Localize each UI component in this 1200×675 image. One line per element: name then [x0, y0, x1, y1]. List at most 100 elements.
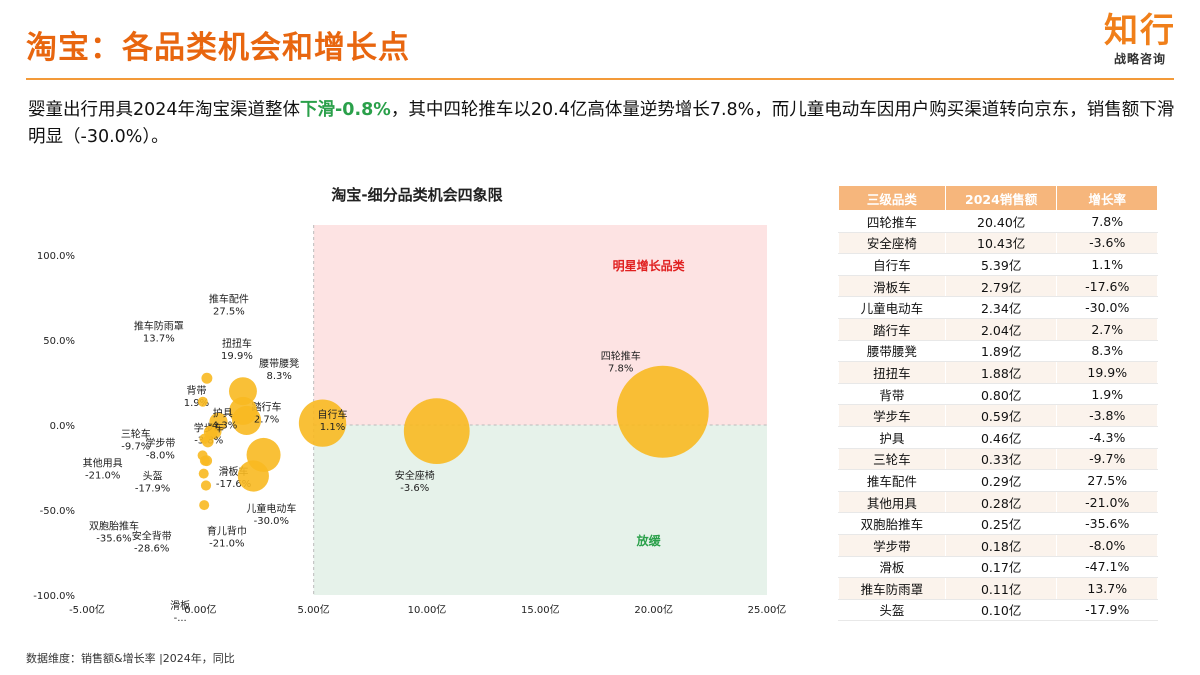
sales-cell: 0.46亿: [944, 425, 1058, 449]
bubble-point: [616, 365, 709, 458]
growth-cell: -35.6%: [1056, 512, 1158, 535]
growth-cell: -4.3%: [1056, 425, 1158, 449]
slow-quadrant: [313, 425, 767, 595]
bubble-value-label: 19.9%: [221, 351, 253, 362]
category-cell: 四轮推车: [838, 210, 946, 233]
bubble-point: [403, 398, 470, 465]
table-header-sales: 2024销售额: [944, 185, 1058, 211]
bubble-value-label: 27.5%: [213, 306, 245, 317]
table-row: 儿童电动车 2.34亿 -30.0%: [838, 296, 1158, 319]
bubble-value-label: -3.6%: [400, 483, 429, 494]
y-tick-label: -50.0%: [40, 506, 75, 517]
sales-cell: 2.79亿: [944, 274, 1058, 298]
table-row: 推车配件 0.29亿 27.5%: [838, 469, 1158, 492]
table-row: 自行车 5.39亿 1.1%: [838, 253, 1158, 276]
table-row: 其他用具 0.28亿 -21.0%: [838, 490, 1158, 514]
table-header-growth: 增长率: [1056, 185, 1158, 211]
sales-cell: 0.25亿: [944, 512, 1058, 535]
page-title: 淘宝：各品类机会和增长点: [26, 30, 410, 66]
table-row: 三轮车 0.33亿 -9.7%: [838, 447, 1158, 471]
bubble-point: [228, 377, 257, 406]
bubble-value-label: 1.1%: [320, 422, 345, 433]
brand-logo: 知行 战略咨询: [1104, 12, 1176, 67]
category-cell: 护具: [838, 425, 946, 449]
bubble-name-label: 儿童电动车: [246, 502, 296, 515]
category-cell: 踏行车: [838, 317, 946, 341]
bubble-name-label: 安全背带: [132, 530, 172, 543]
table-row: 扭扭车 1.88亿 19.9%: [838, 361, 1158, 384]
table-body: 四轮推车 20.40亿 7.8% 安全座椅 10.43亿 -3.6% 自行车 5.39亿 1.1…: [838, 210, 1158, 622]
bubble-point: [199, 500, 210, 511]
bubble-name-label: 推车防雨罩: [134, 320, 184, 333]
growth-cell: 7.8%: [1056, 210, 1158, 233]
sales-cell: 0.59亿: [944, 404, 1058, 427]
bubble-value-label: 13.7%: [143, 334, 175, 345]
bubble-name-label: 踏行车: [252, 400, 282, 413]
bubble-name-label: 育儿背巾: [207, 525, 247, 538]
table-row: 滑板 0.17亿 -47.1%: [838, 555, 1158, 579]
growth-cell: -8.0%: [1056, 533, 1158, 557]
growth-cell: -3.6%: [1056, 231, 1158, 255]
category-cell: 滑板车: [838, 274, 946, 298]
bubble-value-label: -17.9%: [135, 483, 170, 494]
category-cell: 其他用具: [838, 490, 946, 514]
category-cell: 双胞胎推车: [838, 512, 946, 535]
sales-cell: 0.33亿: [944, 447, 1058, 471]
bubble-point: [237, 460, 269, 492]
bubble-value-label: 7.8%: [608, 364, 633, 375]
sales-cell: 0.18亿: [944, 533, 1058, 557]
growth-cell: -17.6%: [1056, 274, 1158, 298]
summary-highlight: 下滑-0.8%: [300, 100, 391, 120]
sales-cell: 2.04亿: [944, 317, 1058, 341]
summary-part-2: ，其中四轮推车以20.4亿高体量逆势增长7.8%，而儿童电动车因用户购买渠道转向…: [28, 100, 1175, 147]
logo-sub-text: 战略咨询: [1113, 52, 1166, 66]
bubble-name-label: 护具: [213, 406, 233, 419]
y-tick-label: 0.0%: [50, 421, 75, 432]
sales-cell: 1.88亿: [944, 361, 1058, 384]
x-tick-label: -5.00亿: [69, 603, 105, 616]
summary-part-1: 婴童出行用具2024年淘宝渠道整体: [28, 100, 301, 120]
table-row: 滑板车 2.79亿 -17.6%: [838, 274, 1158, 298]
bubble-name-label: 头盔: [143, 469, 163, 482]
category-cell: 头盔: [838, 598, 946, 622]
bubble-point: [198, 468, 209, 479]
growth-cell: 13.7%: [1056, 577, 1158, 600]
bubble-point: [229, 396, 258, 425]
sales-cell: 0.11亿: [944, 577, 1058, 600]
growth-cell: -9.7%: [1056, 447, 1158, 471]
growth-cell: 8.3%: [1056, 339, 1158, 363]
logo-main-text: 知行: [1104, 11, 1176, 51]
growth-cell: -47.1%: [1056, 555, 1158, 579]
bubble-name-label: 推车配件: [209, 292, 249, 305]
bubble-value-label: -9.7%: [121, 441, 150, 452]
category-cell: 自行车: [838, 253, 946, 276]
bubble-value-label: 8.3%: [266, 371, 291, 382]
category-cell: 学步带: [838, 533, 946, 557]
category-cell: 腰带腰凳: [838, 339, 946, 363]
category-cell: 儿童电动车: [838, 296, 946, 319]
x-tick-label: 10.00亿: [408, 603, 447, 616]
summary-text: 婴童出行用具2024年淘宝渠道整体下滑-0.8%，其中四轮推车以20.4亿高体量…: [28, 97, 1178, 151]
bubble-name-label: 腰带腰凳: [259, 358, 299, 370]
category-cell: 背带: [838, 382, 946, 406]
sales-cell: 0.10亿: [944, 598, 1058, 622]
table-row: 双胞胎推车 0.25亿 -35.6%: [838, 512, 1158, 535]
bubble-value-label: -4.3%: [208, 420, 237, 431]
table-header-row: 三级品类 2024销售额 增长率: [838, 185, 1158, 211]
bubble-value-label: 2.7%: [254, 414, 279, 425]
sales-cell: 2.34亿: [944, 296, 1058, 319]
bubble-point: [200, 480, 212, 491]
bubble-value-label: -17.6%: [216, 479, 251, 490]
table-row: 安全座椅 10.43亿 -3.6%: [838, 231, 1158, 255]
growth-cell: 27.5%: [1056, 469, 1158, 492]
bubble-name-label: 背带: [186, 384, 206, 397]
category-cell: 推车配件: [838, 469, 946, 492]
table-header-category: 三级品类: [838, 185, 946, 211]
table-row: 学步车 0.59亿 -3.8%: [838, 404, 1158, 427]
growth-cell: 1.9%: [1056, 382, 1158, 406]
bubble-point: [201, 372, 213, 384]
bubble-name-label: 三轮车: [121, 427, 151, 440]
sales-cell: 20.40亿: [944, 210, 1058, 233]
bubble-value-label: -21.0%: [209, 539, 244, 550]
bubble-value-label: -...: [174, 613, 187, 624]
